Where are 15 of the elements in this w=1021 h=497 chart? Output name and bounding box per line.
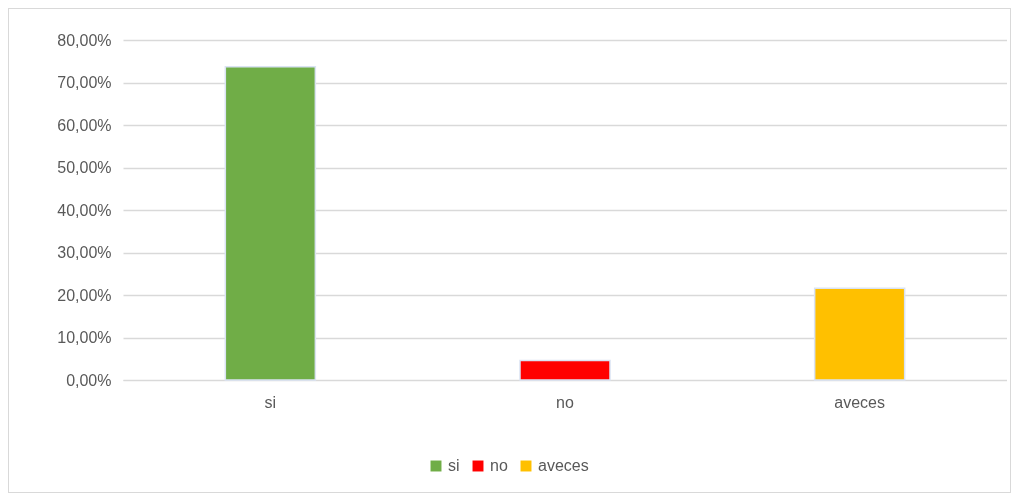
legend-label: aveces — [538, 457, 589, 474]
y-tick-label: 80,00% — [57, 31, 112, 49]
y-tick-label: 20,00% — [57, 286, 112, 304]
y-tick-label: 30,00% — [57, 244, 112, 261]
y-tick-label: 60,00% — [57, 116, 112, 134]
x-tick-label: aveces — [834, 393, 886, 411]
y-tick-label: 50,00% — [57, 159, 112, 176]
x-tick-label: si — [264, 393, 277, 411]
y-tick-label: 40,00% — [57, 201, 112, 219]
y-tick-label: 70,00% — [57, 74, 112, 91]
legend-label: si — [448, 457, 460, 474]
x-tick-label: no — [556, 393, 574, 411]
y-tick-label: 0,00% — [66, 371, 112, 389]
y-tick-label: 10,00% — [57, 329, 112, 346]
legend-label: no — [490, 457, 508, 474]
